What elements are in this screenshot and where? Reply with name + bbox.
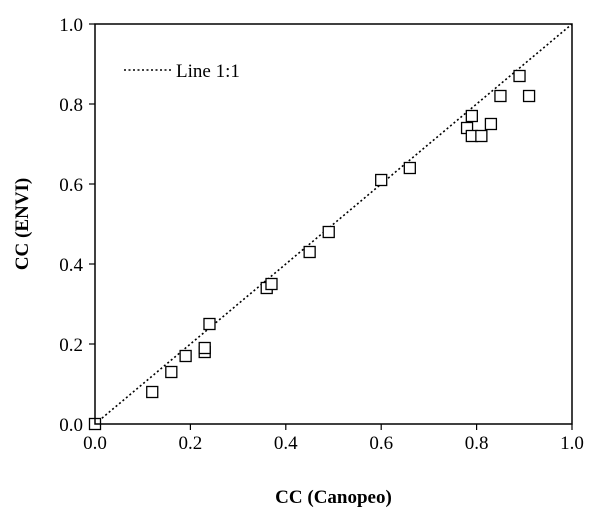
data-point [522, 89, 536, 103]
data-point [265, 277, 278, 291]
x-tick-label: 0.6 [369, 433, 393, 454]
data-point [513, 69, 526, 83]
data-points [88, 69, 536, 431]
data-point [475, 129, 488, 143]
data-point [203, 317, 216, 331]
y-tick-label: 0.4 [59, 255, 83, 276]
tick-labels: 0.0 0.2 0.4 0.6 0.8 1.0 0.0 0.2 0.4 0.6 0.8 1.0 [59, 15, 584, 454]
y-tick-label: 0.2 [59, 335, 83, 356]
data-point [484, 117, 498, 131]
data-point [375, 173, 388, 187]
x-tick-label: 0.2 [179, 433, 203, 454]
data-point [165, 365, 178, 379]
axis-ticks [89, 23, 573, 430]
x-axis-title: CC (Canopeo) [275, 487, 392, 508]
data-point [146, 385, 159, 399]
x-tick-label: 0.8 [465, 433, 489, 454]
y-tick-label: 0.0 [59, 415, 83, 436]
plot-frame [94, 23, 573, 425]
line-1-1 [94, 23, 573, 425]
x-tick-label: 1.0 [560, 433, 584, 454]
y-axis-title: CC (ENVI) [12, 178, 33, 270]
data-point [322, 225, 335, 239]
data-point [303, 245, 316, 259]
y-tick-label: 0.8 [59, 95, 83, 116]
data-point [179, 349, 192, 363]
data-point [403, 161, 416, 175]
data-point [494, 89, 507, 103]
x-tick-label: 0.4 [274, 433, 298, 454]
x-tick-label: 0.0 [83, 433, 107, 454]
y-tick-label: 0.6 [59, 175, 83, 196]
y-tick-label: 1.0 [59, 15, 83, 36]
data-point [198, 341, 211, 355]
legend: Line 1:1 [124, 61, 240, 82]
legend-label: Line 1:1 [176, 61, 240, 82]
data-point [465, 109, 478, 123]
